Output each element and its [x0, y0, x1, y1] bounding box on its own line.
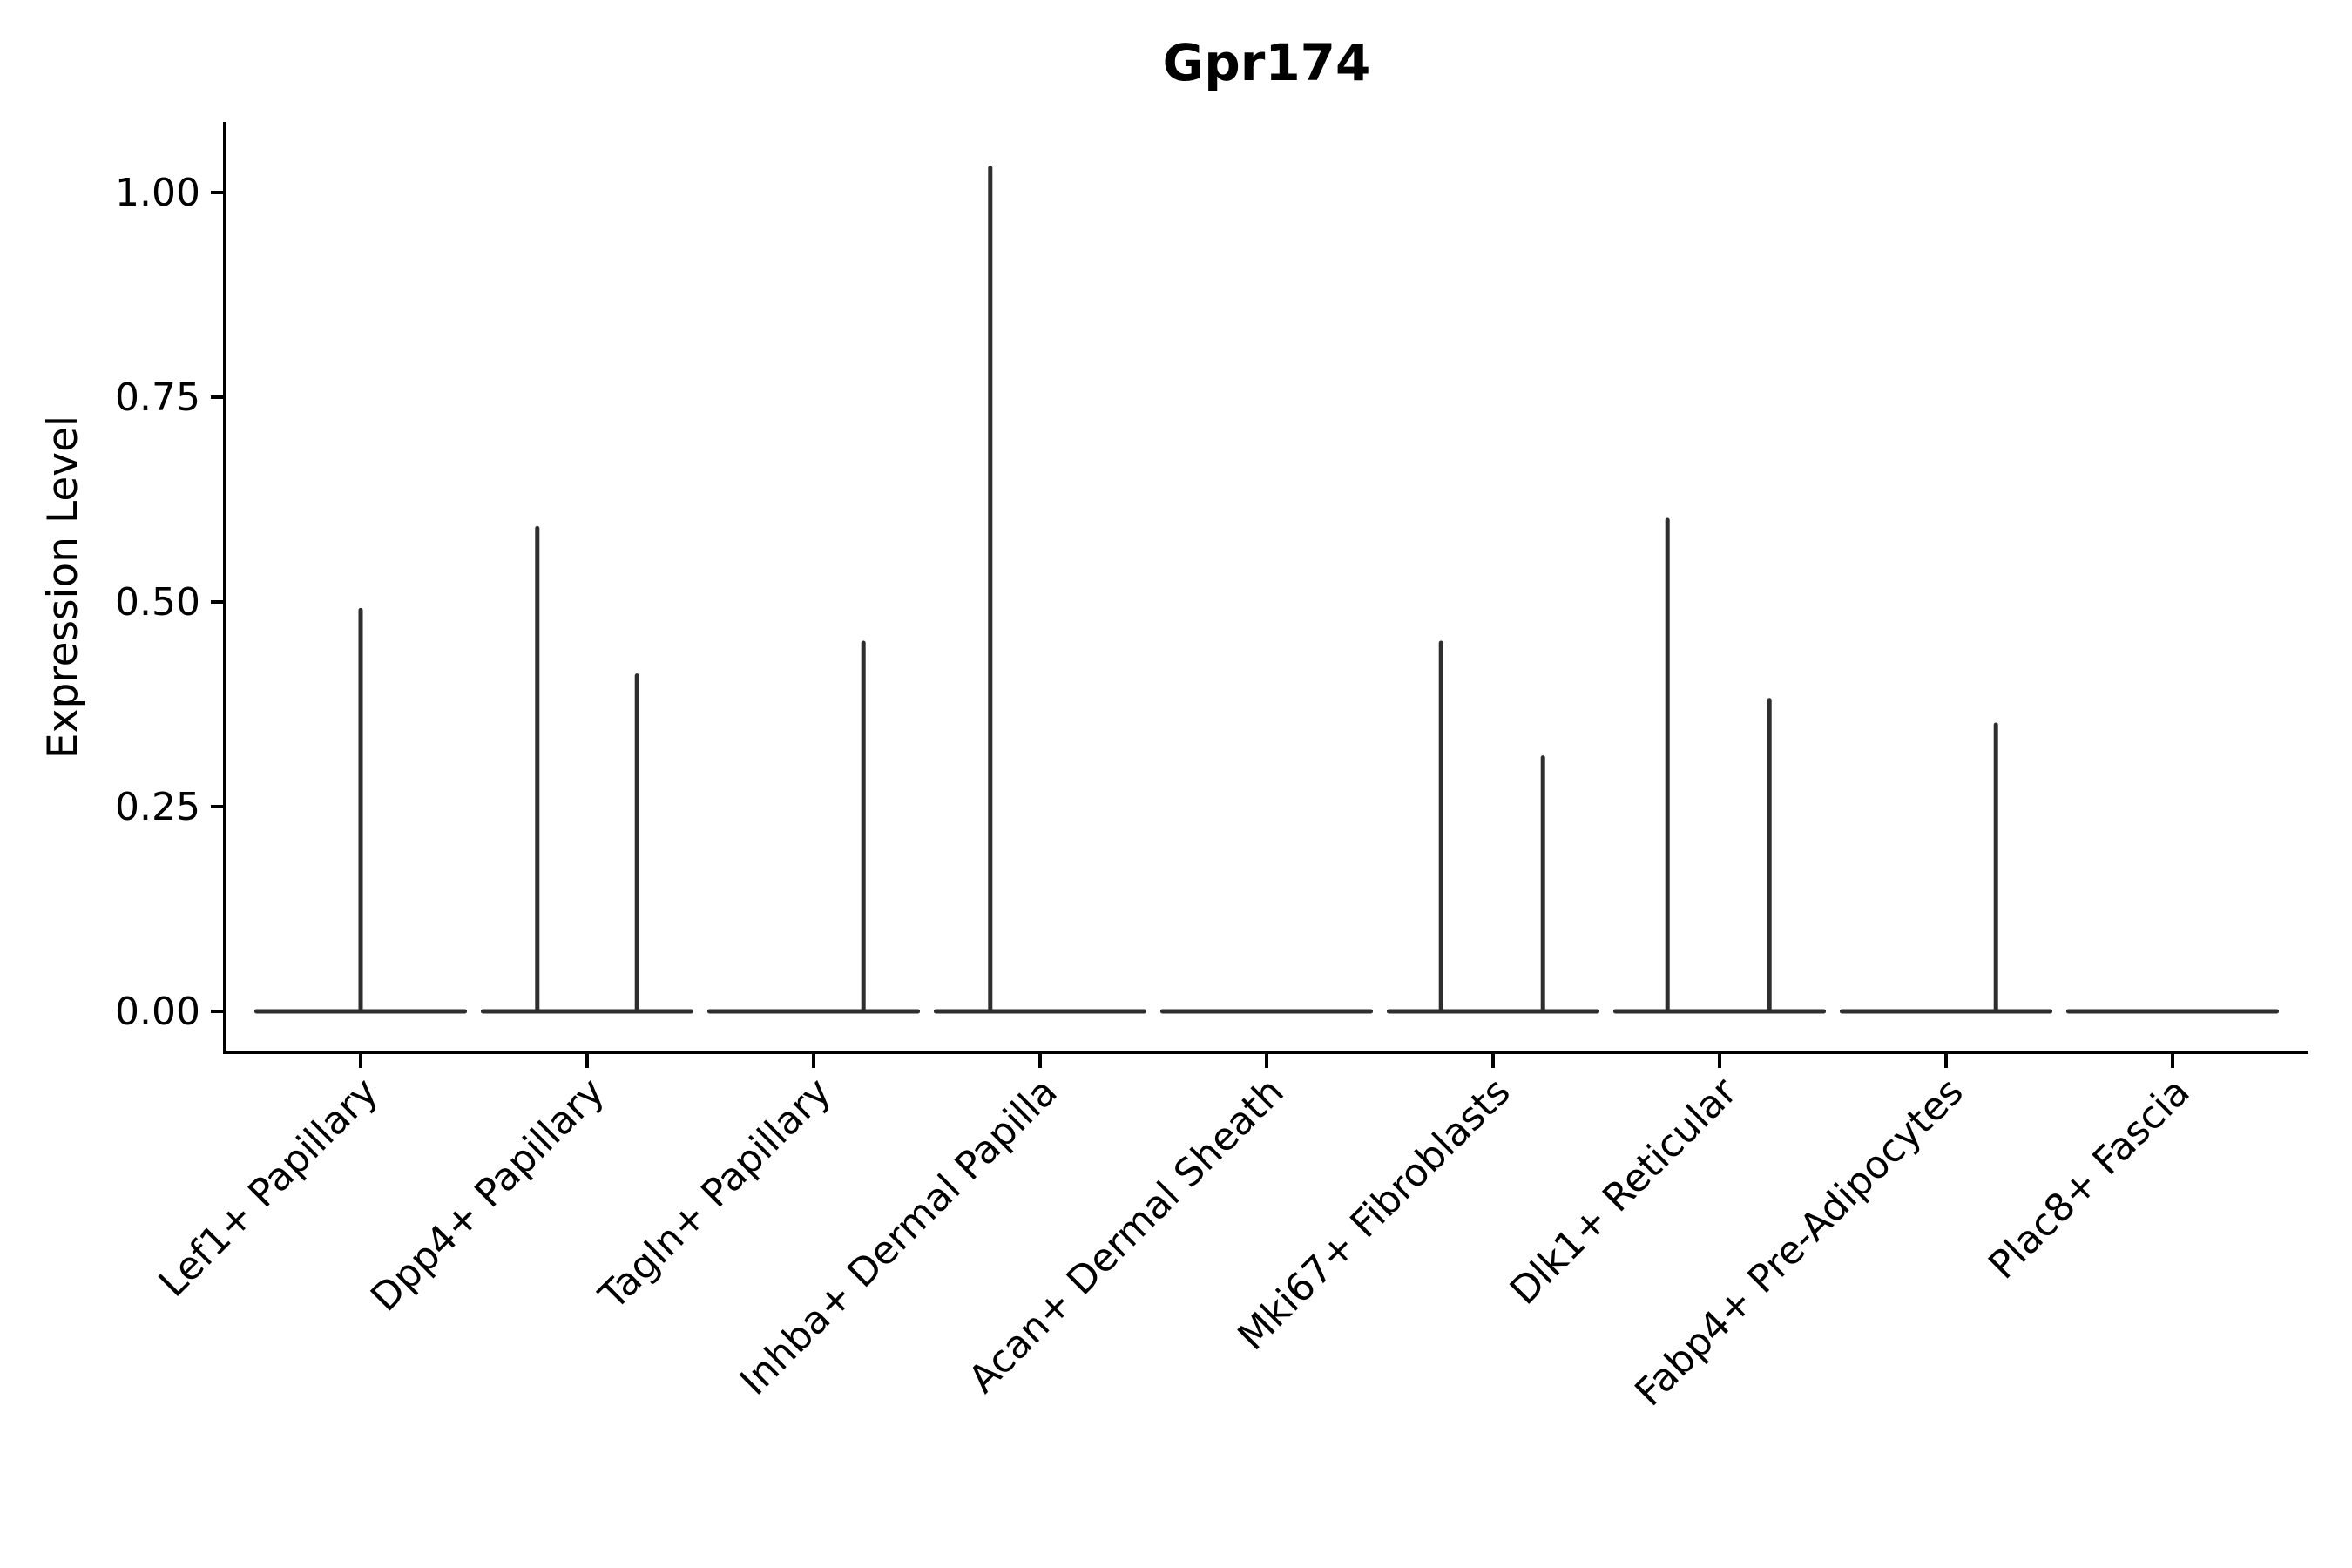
y-tick-label: 0.25	[115, 785, 200, 829]
y-tick-label: 0.50	[115, 580, 200, 625]
x-tick-label: Dlk1+ Reticular	[1502, 1069, 1747, 1314]
x-tick-label: Tagln+ Papillary	[591, 1070, 840, 1319]
y-axis-label: Expression Level	[39, 416, 87, 759]
y-tick-label: 1.00	[115, 171, 200, 215]
x-tick-label: Lef1+ Papillary	[151, 1070, 387, 1306]
chart-title: Gpr174	[1163, 33, 1371, 92]
y-tick-label: 0.75	[115, 375, 200, 420]
x-tick-label: Dpp4+ Papillary	[362, 1070, 613, 1321]
x-tick-label: Plac8+ Fascia	[1980, 1070, 2199, 1288]
y-tick-label: 0.00	[115, 990, 200, 1034]
